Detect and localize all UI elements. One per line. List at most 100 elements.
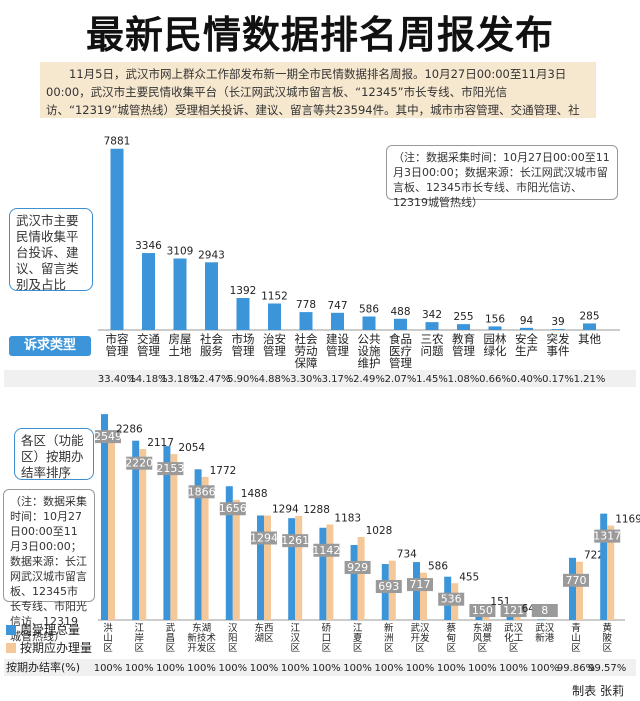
chart2-total-label-bg xyxy=(282,534,309,548)
chart2-rate: 100% xyxy=(312,663,341,674)
chart1-value-label: 39 xyxy=(551,316,564,328)
chart2-category-label: 汉 xyxy=(290,633,300,644)
chart2-total-bar xyxy=(600,513,608,620)
chart2-total-label-bg xyxy=(95,430,121,444)
chart2-total-bar xyxy=(194,469,202,620)
chart2-total-bar xyxy=(350,544,358,620)
chart2-rate: 100% xyxy=(156,663,185,674)
chart1-percentage: 0.66% xyxy=(479,374,511,385)
chart2-category-label: 武汉 xyxy=(504,622,524,634)
chart1-bar xyxy=(299,312,313,330)
chart2-rate: 100% xyxy=(219,663,248,674)
chart1-callout: 武汉市主要民情收集平台投诉、建议、留言类别及占比 xyxy=(9,208,93,292)
chart2-category-label: 武汉 xyxy=(410,622,430,634)
chart2-due-bar xyxy=(326,524,334,620)
chart2-category-label: 江 xyxy=(134,623,144,634)
chart2-due-bar xyxy=(201,476,209,620)
chart2-total-label: 1866 xyxy=(188,485,216,498)
chart1-category-label: 维护 xyxy=(358,356,381,370)
chart1-category-label: 管理 xyxy=(389,356,412,370)
chart2-total-label: 2220 xyxy=(125,457,153,470)
chart2-rate: 100% xyxy=(531,663,560,674)
chart2-rate: 100% xyxy=(468,663,497,674)
chart2-due-bar xyxy=(295,515,303,620)
chart2-category-label: 区 xyxy=(602,643,612,654)
chart2-total-label: 121 xyxy=(503,604,524,617)
chart2-due-bar xyxy=(357,536,365,620)
chart2-total-label: 1261 xyxy=(281,534,309,547)
chart2-due-label: 1488 xyxy=(241,488,268,500)
rate-strip xyxy=(4,659,636,676)
chart2-due-label: 1169 xyxy=(615,514,640,526)
chart2-category-label: 东湖 xyxy=(473,622,492,634)
chart1-category-label: 园林 xyxy=(484,332,507,346)
percentage-strip xyxy=(4,370,636,387)
chart1-value-label: 778 xyxy=(296,299,316,311)
chart2-callout: 各区（功能区）按期办结率排序 xyxy=(14,428,94,480)
chart1-value-label: 1392 xyxy=(230,285,257,297)
chart2-category-label: 武汉 xyxy=(535,622,555,634)
chart2-total-label-bg xyxy=(438,592,465,606)
legend-due-label: 按期应办理量 xyxy=(20,641,93,655)
chart2-category-label: 岸 xyxy=(134,633,144,644)
chart1-category-label: 三农 xyxy=(421,332,444,346)
chart1-category-label: 设施 xyxy=(358,344,381,358)
chart2-category-label: 新港 xyxy=(535,632,555,644)
chart1-value-label: 156 xyxy=(485,313,505,325)
chart1-category-label: 保障 xyxy=(295,356,318,370)
credit-line: 制表 张莉 xyxy=(572,684,624,698)
chart2-category-label: 陂 xyxy=(602,632,612,644)
chart2-rate: 100% xyxy=(343,663,372,674)
chart2-category-label: 青 xyxy=(571,622,581,634)
chart1-value-label: 488 xyxy=(390,306,410,318)
chart2-due-label: 455 xyxy=(459,571,479,583)
chart2-total-label: 150 xyxy=(472,604,493,617)
chart2-total-label: 536 xyxy=(441,593,462,606)
chart1-value-label: 747 xyxy=(327,300,347,312)
chart2-category-label: 区 xyxy=(384,643,394,654)
data-source-note-bottom: （注：数据采集时间：10月27日00:00至11月3日00:00；数据来源：长江… xyxy=(3,489,95,643)
chart2-rate: 100% xyxy=(437,663,466,674)
chart1-category-label: 问题 xyxy=(421,344,444,358)
chart2-total-bar xyxy=(132,440,140,620)
chart2-due-label: 2117 xyxy=(147,437,174,449)
chart2-rate: 100% xyxy=(125,663,154,674)
chart1-percentage: 1.21% xyxy=(574,374,606,385)
chart1-value-label: 94 xyxy=(520,315,534,327)
chart1-category-label: 交通 xyxy=(137,332,160,346)
chart2-category-label: 区 xyxy=(166,643,176,654)
chart2-due-bar xyxy=(576,561,583,620)
chart1-category-label: 突发 xyxy=(547,332,570,346)
chart2-total-label-bg xyxy=(375,580,402,594)
chart1-percentage: 12.47% xyxy=(192,374,230,385)
chart1-category-label: 管理 xyxy=(326,344,349,358)
chart2-total-label-bg xyxy=(500,604,527,617)
chart1-bar xyxy=(236,297,250,330)
chart2-due-bar xyxy=(264,515,271,620)
chart2-category-label: 区 xyxy=(103,643,113,654)
chart1-bar xyxy=(173,258,187,330)
chart2-category-label: 武 xyxy=(166,622,176,634)
chart1-percentage: 3.17% xyxy=(322,374,354,385)
chart2-rate: 100% xyxy=(187,663,216,674)
chart2-category-label: 东湖 xyxy=(192,622,211,634)
chart2-total-label: 8 xyxy=(541,604,548,617)
chart1-value-label: 2943 xyxy=(198,249,225,261)
chart1-category-label: 其他 xyxy=(578,332,601,346)
chart2-category-label: 昌 xyxy=(166,633,176,644)
chart1-category-label: 教育 xyxy=(452,332,475,346)
chart2-total-label: 1294 xyxy=(250,531,278,544)
chart2-rate: 100% xyxy=(250,663,279,674)
chart2-total-label-bg xyxy=(594,529,621,543)
chart2-category-label: 新 xyxy=(384,622,394,634)
chart2-total-bar xyxy=(319,527,327,620)
legend-total-swatch xyxy=(6,625,16,635)
chart2-due-label: 2286 xyxy=(116,423,143,435)
chart2-total-label-bg xyxy=(251,531,277,545)
chart1-category-label: 建设 xyxy=(326,332,349,346)
chart1-bar xyxy=(551,329,565,330)
chart1-category-label: 医疗 xyxy=(389,344,412,358)
chart2-category-label: 化工 xyxy=(504,632,524,644)
chart2-category-label: 阳 xyxy=(228,633,238,644)
